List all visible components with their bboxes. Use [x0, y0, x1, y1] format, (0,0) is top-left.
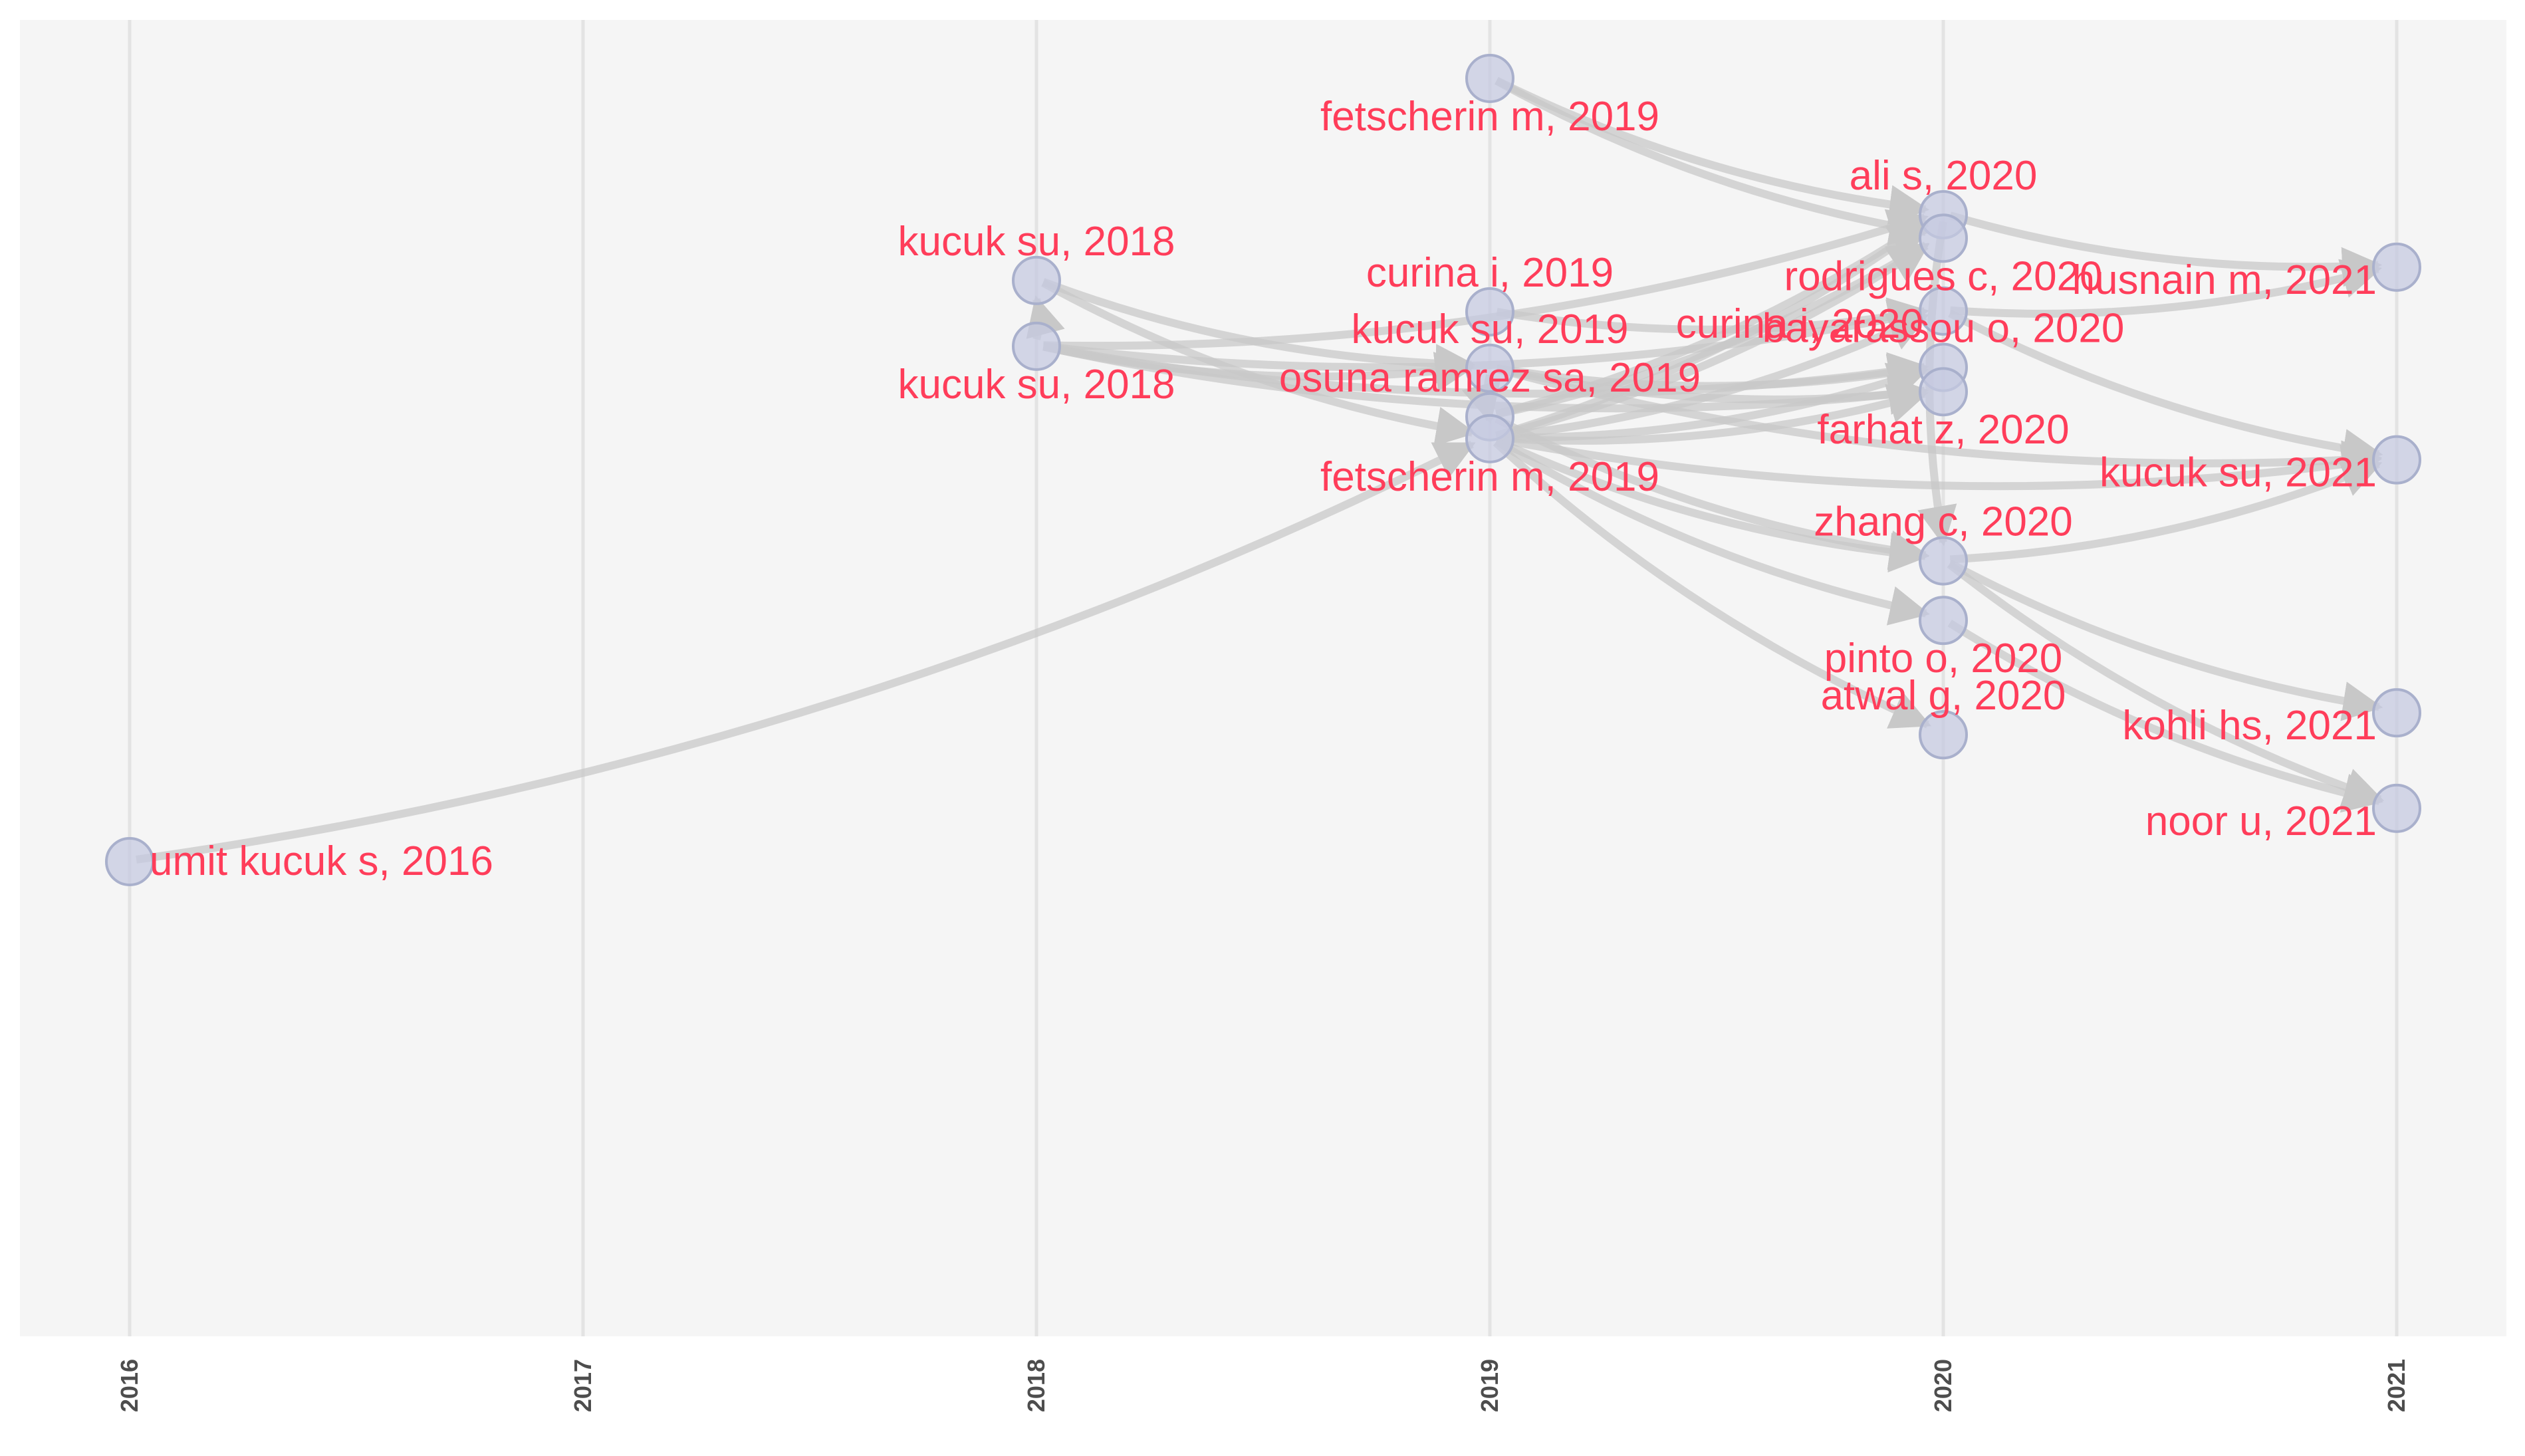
node-kucuk2019[interactable] [1465, 343, 1514, 393]
label-fets2019a: fetscherin m, 2019 [1320, 94, 1659, 140]
label-ali2020: ali s, 2020 [1850, 153, 2038, 199]
edge-fets2019b-to-zhang2020 [1495, 437, 1929, 573]
edge-zhang2020-to-kucuk2021 [1949, 459, 2383, 564]
plot-panel [20, 20, 2506, 1336]
node-curina2020[interactable] [1919, 286, 1968, 336]
label-kucuk2018a: kucuk su, 2018 [898, 219, 1175, 265]
label-curina2019: curina i, 2019 [1366, 250, 1614, 296]
node-zhang2020[interactable] [1919, 536, 1968, 586]
edge-curina2019-to-curina2020 [1496, 297, 1929, 337]
x-tick-label-2017: 2017 [569, 1359, 596, 1412]
edge-zhang2020-to-kohli2021 [1948, 559, 2383, 721]
edge-fets2019b-to-pinto2020 [1494, 437, 1930, 626]
node-kucuk2018a[interactable] [1012, 255, 1061, 305]
edge-fets2019b-to-curina2020 [1496, 312, 1929, 441]
edge-curina2020-to-kucuk2021 [1948, 309, 2383, 469]
label-kucuk2021: kucuk su, 2021 [2100, 450, 2377, 496]
x-tick-label-2020: 2020 [1929, 1359, 1957, 1412]
node-atwal2020[interactable] [1919, 710, 1968, 760]
x-tick-label-2016: 2016 [116, 1359, 143, 1412]
node-farhat2020[interactable] [1919, 367, 1968, 417]
edge-zhang2020-to-noor2021 [1947, 560, 2385, 807]
label-rodr2020: rodrigues c, 2020 [1784, 253, 2102, 299]
label-noor2021: noor u, 2021 [2145, 798, 2377, 844]
edge-fets2019b-to-farhat2020 [1497, 384, 1929, 445]
node-husn2021[interactable] [2372, 242, 2421, 292]
edge-curina2020-to-husn2021 [1950, 259, 2382, 318]
node-kucuk2018b[interactable] [1012, 321, 1061, 371]
label-kohli2021: kohli hs, 2021 [2122, 703, 2377, 749]
label-baya2020: bayarassou o, 2020 [1762, 306, 2125, 352]
x-tick-label-2021: 2021 [2383, 1359, 2410, 1412]
node-pinto2020[interactable] [1919, 596, 1968, 646]
label-fets2019b: fetscherin m, 2019 [1320, 454, 1659, 500]
x-axis-year-labels: 2016 2017 2018 2019 2020 2021 [116, 1359, 2410, 1412]
label-curina2020: curina i, 2020 [1676, 301, 1923, 347]
edge-fets2019b-to-rodr2020 [1495, 242, 1930, 440]
node-kohli2021[interactable] [2372, 688, 2421, 738]
label-pinto2020: pinto o, 2020 [1824, 636, 2063, 681]
paper-labels: umit kucuk s, 2016 kucuk su, 2018 kucuk su… [150, 94, 2377, 884]
node-curina2019[interactable] [1465, 287, 1514, 337]
node-noor2021[interactable] [2372, 783, 2421, 833]
edge-ali2020-to-husn2021 [1949, 211, 2383, 287]
x-tick-label-2019: 2019 [1476, 1359, 1503, 1412]
node-fets2019a[interactable] [1465, 54, 1514, 103]
x-tick-label-2018: 2018 [1022, 1359, 1050, 1412]
label-farhat2020: farhat z, 2020 [1817, 407, 2069, 453]
edge-pinto2020-to-noor2021 [1947, 620, 2383, 813]
label-atwal2020: atwal g, 2020 [1821, 673, 2066, 719]
label-kucuk2019: kucuk su, 2019 [1351, 306, 1628, 352]
label-umit2016: umit kucuk s, 2016 [150, 838, 493, 884]
label-zhang2020: zhang c, 2020 [1814, 499, 2073, 545]
label-kucuk2018b: kucuk su, 2018 [898, 362, 1175, 408]
node-umit2016[interactable] [105, 837, 154, 886]
edge-fets2019b-to-atwal2020 [1493, 439, 1932, 729]
label-osuna2019: osuna ramrez sa, 2019 [1279, 355, 1701, 401]
label-husn2021: husnain m, 2021 [2072, 257, 2377, 303]
edge-umit2016-to-fets2019b [136, 440, 1476, 864]
node-fets2019b[interactable] [1465, 414, 1514, 463]
edge-fets2019a-to-rodr2020 [1494, 77, 1930, 246]
paper-nodes [105, 54, 2421, 886]
node-rodr2020[interactable] [1919, 213, 1968, 263]
node-kucuk2021[interactable] [2372, 435, 2421, 485]
